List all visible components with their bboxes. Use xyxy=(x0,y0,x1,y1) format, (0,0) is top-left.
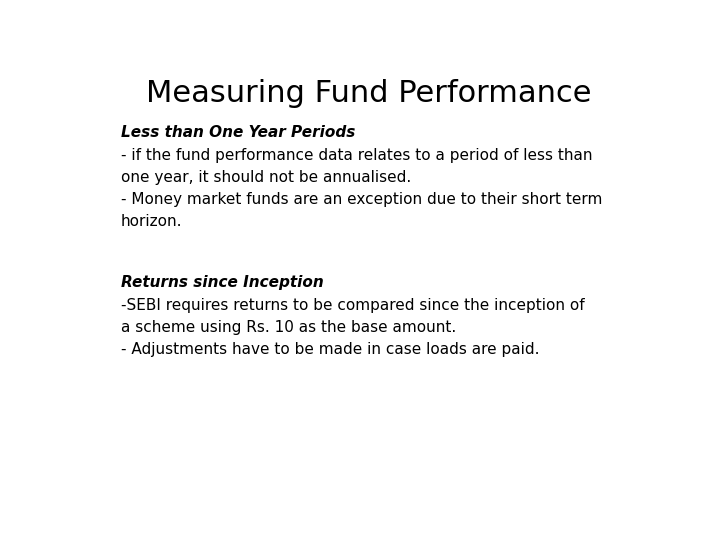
Text: a scheme using Rs. 10 as the base amount.: a scheme using Rs. 10 as the base amount… xyxy=(121,320,456,335)
Text: -SEBI requires returns to be compared since the inception of: -SEBI requires returns to be compared si… xyxy=(121,298,585,313)
Text: Returns since Inception: Returns since Inception xyxy=(121,275,323,290)
Text: Measuring Fund Performance: Measuring Fund Performance xyxy=(146,79,592,109)
Text: horizon.: horizon. xyxy=(121,214,182,229)
Text: - Adjustments have to be made in case loads are paid.: - Adjustments have to be made in case lo… xyxy=(121,342,539,357)
Text: Less than One Year Periods: Less than One Year Periods xyxy=(121,125,355,140)
Text: - Money market funds are an exception due to their short term: - Money market funds are an exception du… xyxy=(121,192,602,207)
Text: - if the fund performance data relates to a period of less than: - if the fund performance data relates t… xyxy=(121,148,592,163)
Text: one year, it should not be annualised.: one year, it should not be annualised. xyxy=(121,170,411,185)
